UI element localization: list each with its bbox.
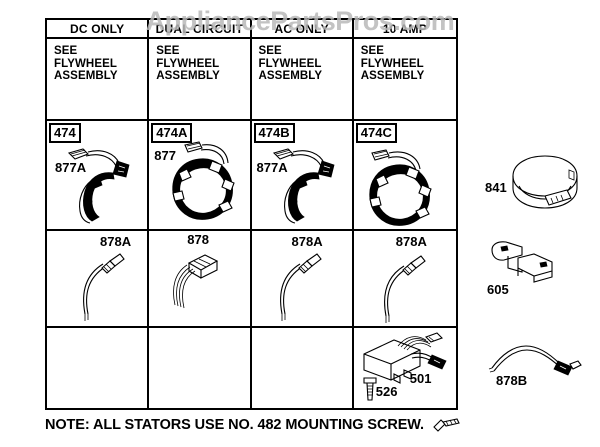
part-number-box-474b: 474B: [253, 123, 295, 143]
callout-877: 877: [154, 148, 176, 163]
column-header-dual-circuit: DUAL CIRCUIT: [149, 20, 252, 37]
lead-cell-878-dual[interactable]: 878: [149, 231, 252, 326]
callout-878a: 878A: [100, 234, 132, 249]
bracket-clip-illustration: [491, 241, 553, 283]
regulator-module-illustration: [363, 332, 447, 401]
lead-single-illustration: [383, 255, 426, 323]
module-cell-empty-dual: [149, 328, 252, 408]
module-cell-501[interactable]: 501 526: [354, 328, 456, 408]
stator-half-illustration: [272, 148, 334, 224]
stator-row: 474 877A 474A 877: [47, 121, 456, 231]
callout-877a: 877A: [55, 160, 87, 175]
flywheel-cell-dual-circuit: SEE FLYWHEEL ASSEMBLY: [149, 39, 252, 119]
column-header-label: 10 AMP: [382, 21, 427, 36]
module-cell-empty-dc: [47, 328, 150, 408]
column-header-label: DUAL CIRCUIT: [155, 21, 244, 36]
part-number-841: 841: [485, 180, 507, 195]
flywheel-reference-text: SEE FLYWHEEL ASSEMBLY: [360, 45, 425, 82]
callout-878a: 878A: [395, 234, 427, 249]
part-number-605: 605: [487, 282, 509, 297]
lead-wire-row: 878A 878 878: [47, 231, 456, 328]
part-illustration-878b[interactable]: [488, 338, 584, 378]
column-header-ac-only: AC ONLY: [251, 20, 354, 37]
lead-wire-pair-illustration: [488, 345, 582, 376]
column-header-label: DC ONLY: [69, 21, 125, 36]
table-header-row: DC ONLY DUAL CIRCUIT AC ONLY 10 AMP: [47, 20, 456, 39]
stator-half-illustration: [67, 148, 130, 224]
flywheel-cell-10-amp: SEE FLYWHEEL ASSEMBLY: [354, 39, 456, 119]
flywheel-reference-text: SEE FLYWHEEL ASSEMBLY: [258, 45, 323, 82]
stator-cell-474a[interactable]: 474A 877: [149, 121, 252, 229]
lead-connector-illustration: [173, 254, 219, 309]
stator-ring-illustration: [369, 149, 432, 226]
flywheel-cell-ac-only: SEE FLYWHEEL ASSEMBLY: [252, 39, 354, 119]
part-number-box-474: 474: [49, 123, 81, 143]
callout-878a: 878A: [291, 234, 323, 249]
flywheel-reference-text: SEE FLYWHEEL ASSEMBLY: [54, 45, 118, 82]
stator-cell-474b[interactable]: 474B 877A: [252, 121, 354, 229]
lead-cell-878a-10amp[interactable]: 878A: [354, 231, 456, 326]
stator-cell-474c[interactable]: 474C: [354, 121, 456, 229]
part-illustration-841[interactable]: [505, 152, 587, 214]
stator-ring-illustration: [172, 141, 235, 220]
part-illustration-605[interactable]: [488, 238, 564, 284]
callout-878: 878: [187, 232, 209, 247]
flywheel-reference-row: SEE FLYWHEEL ASSEMBLY SEE FLYWHEEL ASSEM…: [47, 39, 456, 121]
lead-cell-878a-ac[interactable]: 878A: [252, 231, 354, 326]
flywheel-reference-text: SEE FLYWHEEL ASSEMBLY: [156, 45, 220, 82]
regulator-module-row: 501 526: [47, 328, 456, 408]
column-header-label: AC ONLY: [274, 21, 329, 36]
column-header-10-amp: 10 AMP: [353, 20, 456, 37]
note-text: NOTE: ALL STATORS USE NO. 482 MOUNTING S…: [45, 417, 424, 433]
lead-single-illustration: [83, 253, 125, 321]
lead-cell-878a-dc[interactable]: 878A: [47, 231, 150, 326]
callout-526: 526: [375, 384, 398, 399]
stator-cell-474[interactable]: 474 877A: [47, 121, 150, 229]
callout-501: 501: [409, 371, 432, 386]
module-cell-empty-ac: [252, 328, 354, 408]
hose-clamp-illustration: [512, 155, 578, 209]
callout-877a: 877A: [256, 160, 288, 175]
flywheel-cell-dc-only: SEE FLYWHEEL ASSEMBLY: [47, 39, 150, 119]
part-number-box-474a: 474A: [151, 123, 193, 143]
note-bar: NOTE: ALL STATORS USE NO. 482 MOUNTING S…: [45, 414, 465, 436]
parts-diagram-table: DC ONLY DUAL CIRCUIT AC ONLY 10 AMP SEE …: [45, 18, 458, 410]
part-number-box-474c: 474C: [355, 123, 397, 143]
screw-icon: [432, 417, 462, 433]
lead-single-illustration: [279, 253, 322, 321]
part-number-878b: 878B: [496, 373, 528, 388]
column-header-dc-only: DC ONLY: [47, 20, 150, 37]
